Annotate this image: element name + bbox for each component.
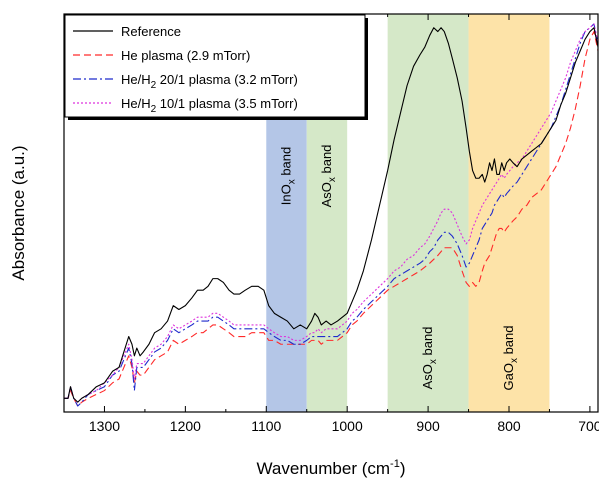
legend: Reference He plasma (2.9 mTorr) He/H2 20/1… (64, 14, 368, 120)
legend-label-2: He/H2 20/1 plasma (3.2 mTorr) (121, 72, 298, 91)
x-tick-label-4: 900 (416, 418, 440, 434)
band-3 (468, 14, 550, 412)
x-axis: 1300 1200 1100 1000 900 800 700 (63, 14, 599, 434)
band-label-2: AsOx band (420, 327, 439, 390)
band-label-0: InOx band (279, 147, 298, 206)
x-axis-title-superscript: -1 (390, 458, 400, 470)
series-line-2 (64, 23, 598, 407)
y-axis-title: Absorbance (a.u.) (9, 145, 28, 280)
x-tick-label-0: 1300 (89, 418, 120, 434)
series-line-1 (64, 31, 598, 407)
band-labels-layer: InOx band AsOx band AsOx band GaOx band (279, 145, 521, 391)
legend-box (64, 14, 366, 118)
x-tick-label-2: 1100 (251, 418, 281, 434)
x-tick-label-3: 1000 (332, 418, 363, 434)
series-line-0 (64, 27, 598, 403)
plot-frame (63, 13, 599, 413)
x-tick-label-5: 800 (497, 418, 521, 434)
band-label-3: GaOx band (501, 325, 520, 390)
band-2 (387, 14, 469, 412)
band-label-1: AsOx band (319, 145, 338, 208)
series-line-3 (64, 23, 598, 403)
legend-label-1: He plasma (2.9 mTorr) (121, 48, 250, 63)
series-layer (64, 23, 598, 407)
x-axis-title: Wavenumber (cm-1) (257, 458, 406, 478)
x-tick-label-1: 1200 (170, 418, 201, 434)
x-tick-label-6: 700 (578, 418, 599, 434)
legend-label-3: He/H2 10/1 plasma (3.5 mTorr) (121, 96, 298, 115)
legend-label-0: Reference (121, 24, 181, 39)
